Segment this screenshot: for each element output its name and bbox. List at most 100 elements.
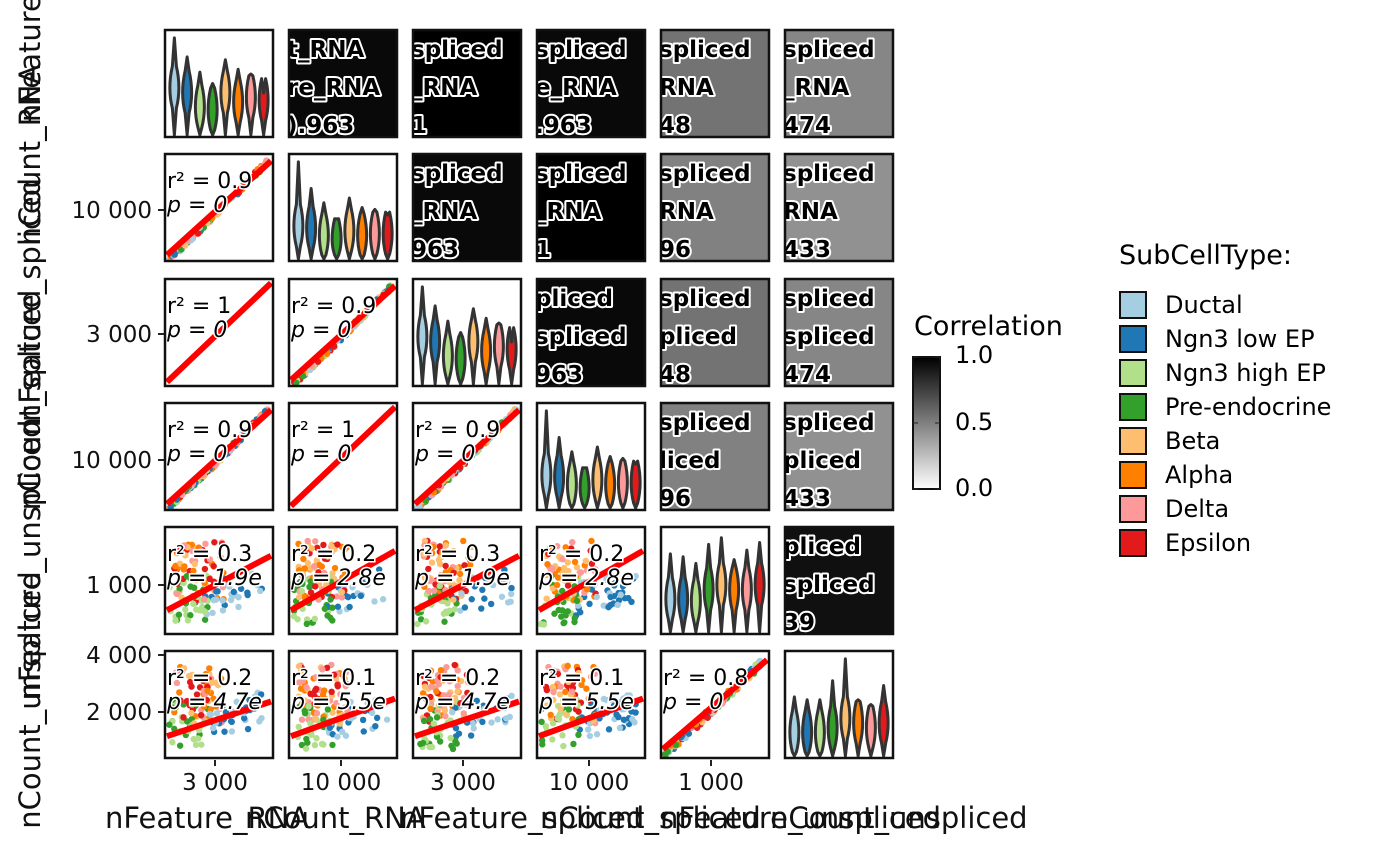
scatter-point [315,569,322,576]
correlation-text: 963 [535,362,583,388]
scatter-point [549,683,557,691]
group-legend-title: SubCellType: [1119,240,1292,271]
scatter-point [307,720,314,727]
scatter-point [298,546,305,553]
scatter-point [557,683,564,690]
scatter-point [217,675,225,682]
p-value-label: p = 0 [166,318,227,343]
scatter-point [494,716,501,723]
p-value-label: p = 1.9e [414,566,510,591]
violin-panel [659,525,771,636]
scatter-point [421,542,428,549]
scatter-point [298,716,306,723]
scatter-point [210,596,218,604]
scatter-point [454,682,461,690]
correlation-tile [785,527,893,634]
scatter-point [303,620,311,628]
scatter-point [314,544,321,552]
r-squared-label: r² = 0.2 [291,542,376,567]
y-axis-title: nFeature_unspliced [13,419,47,700]
scatter-point [427,683,435,690]
regression-line [413,407,521,507]
scatter-point [427,577,434,584]
scatter-point [559,555,566,563]
scatter-point [458,590,465,597]
violin-ngn3-high-ep [317,201,330,261]
scatter-point [451,661,458,669]
legend-label: Pre-endocrine [1165,393,1332,421]
y-axis-title: nFeature_spliced [13,178,47,422]
scatter-point [213,588,220,595]
violin-ngn3-low-ep [305,187,318,261]
scatter-point [437,666,445,674]
correlation-panel: spliced RNA 48 [659,28,771,139]
p-value-label: p = 0 [166,193,227,218]
scatter-point [172,669,180,676]
scatter-point [545,550,552,558]
regression-line [165,553,273,613]
scatter-point [218,540,226,548]
scatter-point [324,706,332,713]
scatter-point [559,607,566,614]
legend-label: Ngn3 high EP [1165,359,1326,387]
scatter-point [574,602,582,609]
scatter-point [193,606,200,613]
scatter-point [174,580,181,587]
scatter-point [625,573,632,581]
correlation-text: 39 [783,610,815,636]
scatter-panel: r² = 0.1p = 5.5e [287,649,399,760]
scatter-point [607,593,614,601]
scatter-point [329,543,336,551]
scatter-point [571,615,578,622]
panel-border [287,525,399,636]
scatter-point [619,583,627,590]
legend-swatch [1119,359,1147,387]
scatter-panel: r² = 0.1p = 5.5e [535,649,647,760]
scatter-point [560,564,568,572]
panel-border [411,649,523,760]
scatter-point [303,684,310,691]
scatter-point [329,741,336,749]
y-tick-label: 2 000 [86,700,152,726]
correlation-tile [661,279,769,386]
scatter-point [588,537,595,545]
scatter-point [588,586,596,593]
panel-border [163,277,275,388]
scatter-point [600,695,608,703]
regression-line [165,407,273,507]
panel-border [783,525,895,636]
scatter-point [290,613,298,620]
scatter-point [290,703,298,710]
scatter-point [560,742,567,750]
p-value-label: p = 4.7e [166,690,262,715]
scatter-point [371,598,378,605]
scatter-point [464,689,471,697]
legend-label: Beta [1165,427,1221,455]
scatter-point [462,701,470,708]
r-squared-label: r² = 0.8 [663,666,748,691]
violin-pre-endocrine [206,82,219,137]
correlation-text: spliced [783,324,875,350]
correlation-text: 96 [659,486,691,512]
scatter-point [182,552,189,559]
scatter-point [488,719,495,726]
scatter-point [295,567,303,574]
legend-swatch [1119,393,1147,421]
regression-line [537,695,645,740]
violin-ductal [416,285,429,386]
y-axis-title: nCount_spliced [13,290,47,511]
scatter-point [313,735,320,742]
scatter-point [206,556,214,563]
correlation-text: pliced [783,534,861,560]
scatter-point [383,716,391,723]
scatter-point [562,710,570,718]
p-value-label: p = 2.8e [290,566,386,591]
scatter-point [620,716,628,723]
scatter-point [201,608,209,615]
scatter-point [571,558,579,566]
scatter-point [166,721,173,728]
scatter-point [213,698,220,706]
scatter-point [554,670,562,678]
scatter-point [203,696,210,704]
